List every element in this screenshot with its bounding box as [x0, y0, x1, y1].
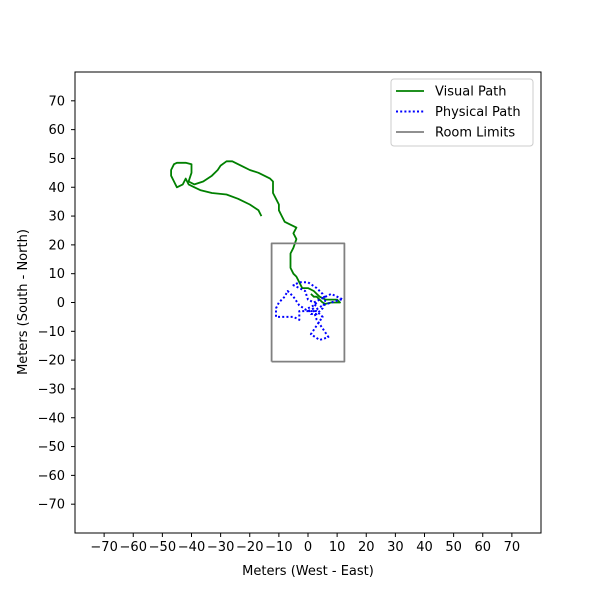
y-tick-label: 0	[57, 296, 65, 311]
room-limits-line	[270, 242, 346, 363]
x-tick-label: 30	[387, 540, 404, 555]
x-tick-label: −40	[178, 540, 205, 555]
y-tick-label: −30	[38, 382, 65, 397]
y-tick-label: −40	[38, 411, 65, 426]
y-tick-label: 30	[48, 210, 65, 225]
x-tick-label: 60	[474, 540, 491, 555]
y-tick-label: −60	[38, 469, 65, 484]
x-axis-label: Meters (West - East)	[242, 564, 374, 579]
x-tick-label: 50	[445, 540, 462, 555]
legend-room-limits-label: Room Limits	[435, 126, 515, 141]
x-tick-label: −50	[149, 540, 176, 555]
legend-physical-path-label: Physical Path	[435, 105, 521, 120]
y-tick-label: 10	[48, 267, 65, 282]
y-ticks: −70 −60 −50 −40 −30 −20 −10 0 10 20 30 40 50 60 70	[38, 94, 75, 513]
legend-box	[390, 78, 534, 147]
series-layer	[170, 160, 346, 363]
physical-path-line	[275, 281, 344, 341]
x-tick-label: −60	[120, 540, 147, 555]
y-tick-label: 70	[48, 94, 65, 109]
visual-path-line	[170, 160, 341, 305]
x-tick-label: −70	[90, 540, 117, 555]
y-tick-label: −10	[38, 325, 65, 340]
legend: Visual Path Physical Path Room Limits	[390, 78, 534, 147]
y-tick-label: 60	[48, 123, 65, 138]
x-tick-label: 20	[358, 540, 375, 555]
legend-visual-path-label: Visual Path	[435, 85, 507, 100]
x-tick-label: −30	[207, 540, 234, 555]
y-tick-label: 50	[48, 152, 65, 167]
y-tick-label: 40	[48, 181, 65, 196]
y-tick-label: −50	[38, 440, 65, 455]
x-tick-label: 0	[304, 540, 312, 555]
x-tick-label: −10	[265, 540, 292, 555]
x-tick-label: 70	[504, 540, 521, 555]
x-tick-label: 10	[329, 540, 346, 555]
y-tick-label: −20	[38, 354, 65, 369]
x-tick-label: 40	[416, 540, 433, 555]
y-tick-label: −70	[38, 498, 65, 513]
x-ticks: −70 −60 −50 −40 −30 −20 −10 0 10 20 30 40 50 60 70	[90, 533, 520, 555]
y-tick-label: 20	[48, 238, 65, 253]
y-axis-label: Meters (South - North)	[16, 229, 31, 375]
x-tick-label: −20	[236, 540, 263, 555]
